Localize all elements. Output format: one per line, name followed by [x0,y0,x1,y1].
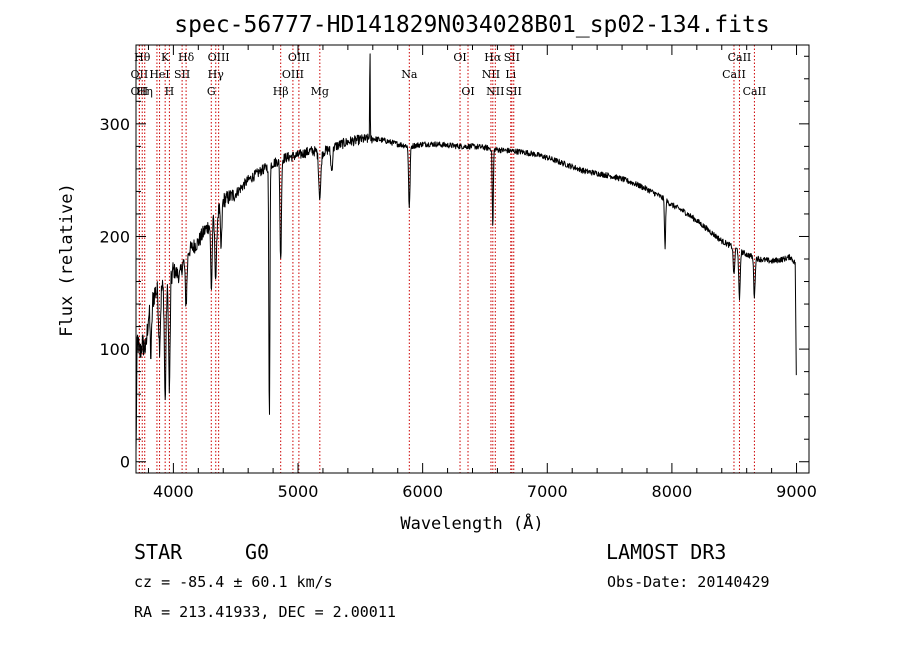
marker-label: SII [174,68,190,81]
marker-label: Mg [311,85,329,98]
y-axis-label: Flux (relative) [57,183,77,337]
marker-label: NII [486,85,504,98]
marker-label: Hα [484,51,502,64]
observation-date: Obs-Date: 20140429 [607,573,770,591]
marker-label: OI [453,51,466,64]
marker-label: OIII [208,51,230,64]
marker-label: Hθ [134,51,151,64]
marker-label: H [165,85,175,98]
plot-frame [135,44,810,474]
x-tick-label: 8000 [652,482,693,501]
redshift-velocity: cz = -85.4 ± 60.1 km/s [134,573,333,591]
axis-ticks: 4000 5000 6000 7000 8000 9000 0 100 200 300 [99,45,817,501]
marker-label: NII [482,68,500,81]
chart-title: spec-56777-HD141829N034028B01_sp02-134.f… [174,12,769,38]
spectrum-line [135,53,797,453]
marker-label: OIII [282,68,304,81]
marker-label: OII [131,85,149,98]
marker-label: CaII [743,85,767,98]
y-tick-label: 0 [120,453,130,472]
marker-label: OI [461,85,474,98]
marker-label: HeI [149,68,169,81]
y-tick-label: 100 [99,340,130,359]
marker-label: Hγ [208,68,225,81]
marker-label: CaII [722,68,746,81]
marker-label: CaII [728,51,752,64]
marker-label: Li [505,68,516,81]
marker-label: OIII [288,51,310,64]
x-tick-label: 5000 [278,482,319,501]
marker-label: G [207,85,216,98]
marker-label: SII [504,51,520,64]
marker-label: SII [506,85,522,98]
x-axis-label: Wavelength (Å) [400,512,543,534]
y-tick-label: 200 [99,227,130,246]
marker-label: K [161,51,170,64]
x-tick-label: 6000 [402,482,443,501]
y-tick-label: 300 [99,115,130,134]
marker-label: Hη [137,85,153,98]
sky-coordinates: RA = 213.41933, DEC = 2.00011 [134,603,396,621]
x-tick-label: 9000 [776,482,817,501]
x-tick-label: 7000 [527,482,568,501]
survey-name: LAMOST DR3 [606,540,727,564]
object-class: STAR [134,540,183,564]
object-subclass: G0 [245,540,270,564]
emission-line-markers: OIIOIIHθHηHeIKHSIIHδGHγOIIIHβOIIIOIIIMgN… [131,45,767,473]
marker-label: Hβ [273,85,289,98]
marker-label: Hδ [178,51,195,64]
x-tick-label: 4000 [153,482,194,501]
marker-label: Na [401,68,418,81]
